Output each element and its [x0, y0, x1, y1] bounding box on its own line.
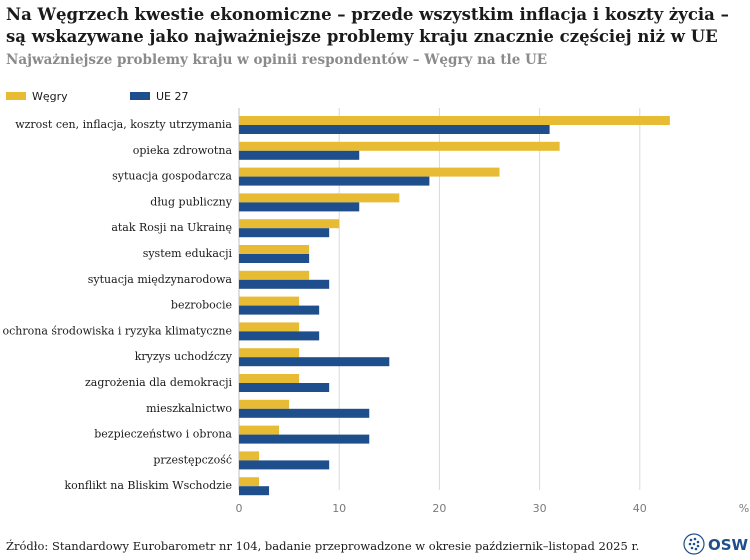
bar-hungary: [239, 141, 560, 151]
category-label: opieka zdrowotna: [133, 144, 233, 157]
category-label: system edukacji: [143, 247, 233, 260]
bar-eu: [239, 331, 320, 341]
bar-hungary: [239, 374, 300, 383]
logo-text: OSW: [708, 536, 748, 554]
category-label: mieszkalnictwo: [146, 402, 232, 415]
x-tick-label: 10: [332, 502, 346, 515]
source-note: Źródło: Standardowy Eurobarometr nr 104,…: [6, 539, 640, 553]
category-label: sytuacja gospodarcza: [112, 170, 232, 183]
legend-label-eu: UE 27: [156, 90, 189, 103]
category-label: sytuacja międzynarodowa: [88, 273, 233, 286]
category-label: kryzys uchodźczy: [135, 350, 233, 363]
bar-hungary: [239, 116, 670, 125]
bar-eu: [239, 202, 360, 212]
bar-hungary: [239, 296, 300, 306]
bar-hungary: [239, 348, 300, 358]
bar-eu: [239, 357, 390, 367]
legend-item-eu: UE 27: [130, 90, 189, 103]
bar-eu: [239, 408, 370, 418]
bar-eu: [239, 254, 310, 263]
bar-eu: [239, 383, 330, 392]
bar-eu: [239, 125, 550, 134]
category-label: atak Rosji na Ukrainę: [111, 221, 232, 234]
bar-hungary: [239, 451, 260, 461]
bar-hungary: [239, 425, 280, 435]
category-label: wzrost cen, inflacja, koszty utrzymania: [15, 118, 232, 131]
bar-hungary: [239, 399, 290, 409]
bar-hungary: [239, 219, 340, 229]
bar-eu: [239, 150, 360, 160]
bar-hungary: [239, 245, 310, 254]
bar-hungary: [239, 322, 300, 332]
bar-eu: [239, 279, 330, 289]
globe-icon: [683, 533, 705, 555]
bar-hungary: [239, 193, 400, 203]
bar-eu: [239, 228, 330, 238]
bar-eu: [239, 460, 330, 470]
x-tick-label: 30: [533, 502, 547, 515]
x-tick-label: 0: [236, 502, 243, 515]
legend-swatch-eu: [130, 92, 150, 100]
bar-chart: 0 10 20 30 40 % wzrost cen, inflacja, koszty u…: [3, 108, 749, 515]
x-tick-label: 40: [633, 502, 647, 515]
x-tick-label: 20: [432, 502, 446, 515]
bar-hungary: [239, 477, 260, 487]
bar-eu: [239, 176, 430, 186]
legend-item-hungary: Węgry: [6, 90, 68, 103]
x-unit-label: %: [739, 502, 749, 515]
osw-logo: OSW: [683, 533, 748, 555]
bar-eu: [239, 434, 370, 444]
category-label: bezrobocie: [171, 299, 232, 312]
bar-hungary: [239, 270, 310, 280]
category-label: dług publiczny: [150, 195, 232, 208]
chart-title: Na Węgrzech kwestie ekonomiczne – przede…: [6, 5, 729, 46]
bar-eu: [239, 305, 320, 315]
chart-subtitle: Najważniejsze problemy kraju w opinii re…: [6, 52, 548, 68]
category-label: zagrożenia dla demokracji: [85, 376, 233, 389]
legend-label-hungary: Węgry: [32, 90, 68, 103]
category-label: konflikt na Bliskim Wschodzie: [64, 479, 232, 492]
category-label: bezpieczeństwo i obrona: [94, 428, 232, 441]
category-label: przestępczość: [153, 453, 232, 466]
category-label: ochrona środowiska i ryzyka klimatyczne: [3, 324, 232, 337]
bar-eu: [239, 486, 270, 496]
bar-hungary: [239, 167, 500, 177]
legend-swatch-hungary: [6, 92, 26, 100]
